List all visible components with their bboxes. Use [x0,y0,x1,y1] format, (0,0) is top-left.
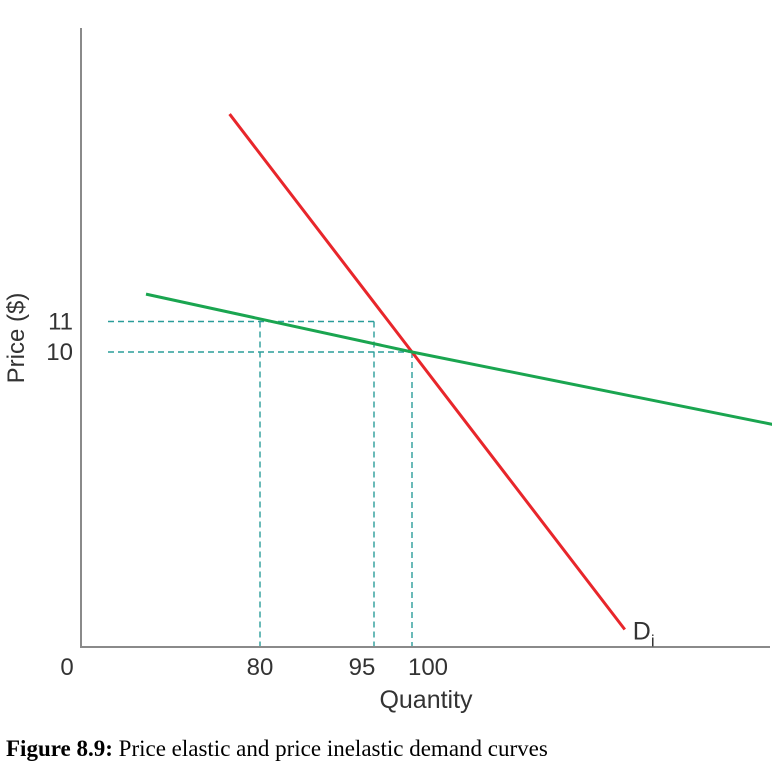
series-label-subscript: i [651,632,655,651]
origin-label: 0 [60,654,73,681]
x-tick-label-80: 80 [247,654,274,681]
axes [80,28,770,648]
demand-curves [145,113,772,631]
dashed-guides [108,320,413,646]
x-tick-label-95: 95 [349,654,376,681]
y-tick-label-10: 10 [46,339,73,366]
caption-text: Price elastic and price inelastic demand… [112,736,548,761]
caption-label: Figure 8.9: [6,736,113,761]
axis-labels: 0 Quantity Price ($) [3,293,473,714]
y-tick-label-11: 11 [48,309,73,336]
x-axis-label: Quantity [379,686,473,714]
demand-chart: 0 Quantity Price ($) 80 95 100 10 11 DiDe [3,28,772,714]
demand-curve-Di [228,113,626,631]
series-label-Di: Di [633,618,655,651]
tick-labels: 80 95 100 10 11 [46,309,448,682]
y-axis-label: Price ($) [3,293,30,384]
demand-curve-De [145,292,772,426]
figure-caption: Figure 8.9: Price elastic and price inel… [6,736,548,762]
x-tick-label-100: 100 [408,654,448,681]
series-labels: DiDe [633,618,655,651]
